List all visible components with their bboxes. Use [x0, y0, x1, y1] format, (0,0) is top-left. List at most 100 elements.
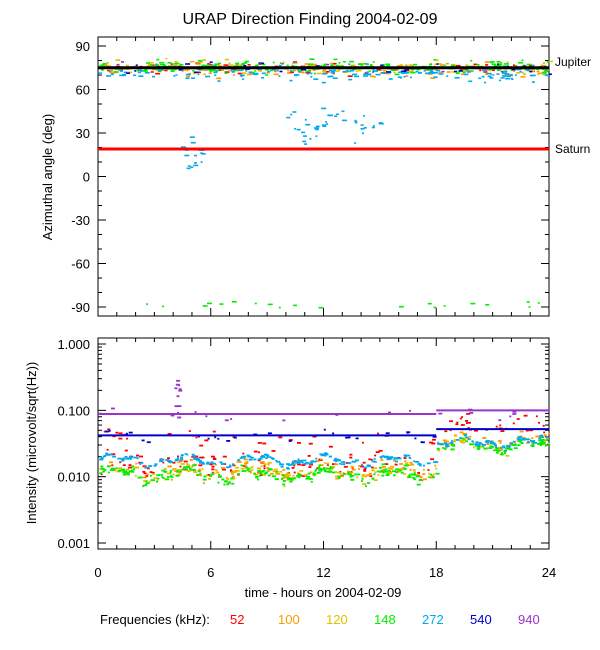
- intensity-point-100: [409, 469, 412, 471]
- azimuth-point-272: [334, 115, 338, 118]
- azimuth-point-100: [540, 64, 543, 67]
- intensity-point-148: [269, 468, 272, 471]
- azimuth-point-272: [410, 76, 412, 79]
- azimuth-point-120: [436, 63, 442, 65]
- intensity-point-52: [211, 471, 214, 474]
- azimuth-point-148: [541, 72, 547, 74]
- azimuth-point-52: [455, 64, 461, 67]
- intensity-point-272: [525, 438, 530, 441]
- intensity-point-100: [284, 473, 289, 476]
- azimuth-point-120: [547, 60, 553, 63]
- intensity-point-540: [226, 440, 231, 442]
- intensity-point-120: [269, 461, 272, 464]
- intensity-point-148: [444, 448, 447, 450]
- intensity-point-120: [462, 441, 466, 444]
- intensity-tick-label: 0.010: [57, 470, 90, 485]
- intensity-point-272: [229, 464, 231, 467]
- intensity-point-100: [446, 440, 449, 443]
- azimuth-point-148: [502, 65, 508, 67]
- intensity-point-52: [204, 439, 209, 442]
- intensity-point-940: [230, 418, 233, 420]
- intensity-point-148: [504, 452, 506, 455]
- azimuth-point-272: [200, 152, 204, 154]
- intensity-point-52: [456, 421, 459, 424]
- intensity-point-120: [206, 474, 209, 477]
- intensity-point-540: [146, 441, 151, 444]
- intensity-point-272: [418, 464, 422, 467]
- intensity-point-52: [222, 468, 226, 471]
- intensity-point-100: [143, 466, 146, 469]
- intensity-point-52: [115, 431, 119, 434]
- azimuth-point-272: [454, 77, 460, 79]
- intensity-point-272: [269, 456, 272, 458]
- intensity-point-100: [277, 472, 281, 475]
- intensity-point-52: [339, 471, 342, 473]
- azimuth-point-148: [136, 69, 139, 72]
- azimuth-point-272: [292, 111, 297, 113]
- intensity-point-52: [331, 463, 336, 465]
- azimuth-point-272: [433, 76, 438, 78]
- azimuth-point-52: [325, 71, 330, 73]
- azimuth-point-272: [217, 80, 221, 82]
- intensity-point-148: [329, 466, 332, 468]
- intensity-point-272: [168, 461, 173, 464]
- intensity-point-148: [319, 468, 323, 471]
- intensity-point-148: [171, 476, 174, 478]
- intensity-point-148: [416, 483, 421, 486]
- intensity-point-120: [272, 470, 276, 473]
- intensity-point-148: [476, 447, 481, 450]
- intensity-point-148: [199, 472, 202, 475]
- azimuth-point-272: [315, 135, 318, 137]
- intensity-point-148: [121, 468, 126, 471]
- azimuth-point-272: [492, 74, 495, 76]
- azimuth-point-272: [111, 73, 114, 76]
- intensity-point-540: [233, 436, 237, 439]
- intensity-point-148: [317, 467, 322, 470]
- intensity-point-272: [206, 461, 210, 464]
- intensity-point-272: [303, 459, 307, 462]
- azimuth-point-100: [266, 72, 270, 74]
- azimuth-point-272: [372, 71, 375, 74]
- intensity-point-148: [513, 447, 518, 450]
- intensity-point-272: [120, 458, 123, 461]
- intensity-point-272: [393, 457, 396, 459]
- azimuth-point-272: [432, 72, 435, 74]
- intensity-point-272: [140, 462, 144, 464]
- azimuth-point-272: [360, 128, 365, 130]
- intensity-point-540: [432, 435, 437, 438]
- intensity-point-148: [515, 443, 518, 446]
- azimuth-point-148: [515, 64, 518, 67]
- intensity-point-540: [323, 428, 326, 431]
- intensity-point-120: [134, 474, 137, 477]
- intensity-point-120: [133, 466, 138, 469]
- intensity-point-120: [208, 478, 212, 480]
- intensity-point-148: [132, 468, 135, 471]
- azimuth-point-148: [333, 58, 338, 61]
- azimuth-point-272: [484, 69, 488, 71]
- azimuth-point-100: [216, 77, 222, 80]
- intensity-point-120: [516, 440, 519, 442]
- intensity-point-52: [143, 472, 147, 475]
- intensity-point-100: [430, 474, 434, 477]
- azimuth-point-272: [191, 77, 195, 79]
- intensity-point-272: [259, 457, 263, 460]
- azimuth-point-540: [185, 63, 191, 65]
- azimuth-point-272: [400, 76, 403, 79]
- intensity-point-100: [434, 464, 437, 467]
- intensity-point-148: [230, 477, 234, 480]
- time-tick-label: 12: [316, 565, 330, 580]
- intensity-point-272: [337, 459, 341, 462]
- intensity-point-52: [209, 463, 213, 466]
- intensity-point-272: [468, 438, 471, 441]
- azimuth-point-148: [207, 68, 212, 71]
- azimuth-point-272: [478, 77, 482, 80]
- intensity-point-52: [363, 470, 367, 472]
- intensity-point-148: [354, 473, 357, 476]
- intensity-point-148: [537, 443, 540, 445]
- intensity-point-272: [263, 456, 266, 458]
- intensity-point-52: [307, 455, 311, 457]
- intensity-point-272: [406, 454, 411, 457]
- intensity-point-52: [253, 450, 258, 453]
- intensity-point-272: [267, 455, 270, 458]
